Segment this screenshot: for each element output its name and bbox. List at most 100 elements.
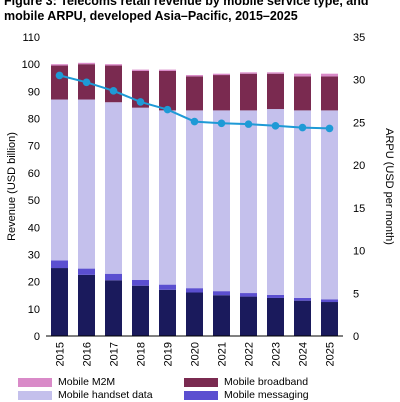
legend-label: Mobile handset data [58, 389, 153, 401]
y-right-tick-label: 10 [353, 246, 365, 258]
arpu-point [271, 122, 280, 130]
legend-item: Mobile messaging [184, 389, 309, 402]
bar-segment [294, 76, 311, 111]
chart-legend: Mobile M2M Mobile broadband Mobile hands… [0, 374, 400, 402]
bar-segment [186, 110, 203, 289]
bar-segment [240, 293, 257, 297]
x-tick-label: 2018 [136, 342, 148, 366]
bar-segment [186, 76, 203, 111]
bar-segment [213, 110, 230, 292]
x-tick-label: 2019 [163, 342, 175, 366]
axes-layer: 0102030405060708090100110051015202530352… [22, 32, 366, 366]
y-left-tick-label: 40 [28, 222, 40, 234]
legend-item: Mobile M2M [18, 376, 115, 389]
bar-segment [132, 107, 149, 281]
arpu-point [217, 119, 226, 128]
arpu-point [244, 120, 253, 128]
x-tick-label: 2021 [217, 342, 229, 366]
bar-segment [267, 72, 284, 74]
arpu-point [82, 78, 91, 87]
bar-segment [321, 302, 338, 336]
bar-segment [51, 64, 68, 66]
y-right-tick-label: 20 [353, 160, 365, 172]
bar-segment [78, 274, 95, 336]
bar-segment [132, 280, 149, 286]
bar-segment [294, 73, 311, 77]
bar-segment [267, 297, 284, 336]
bar-segment [240, 296, 257, 336]
bar-segment [105, 273, 122, 281]
legend-item: Mobile broadband [184, 376, 308, 389]
x-tick-label: 2020 [190, 342, 202, 366]
bar-segment [240, 110, 257, 294]
bar-segment [51, 260, 68, 269]
bar-segment [240, 72, 257, 74]
y-right-tick-label: 30 [353, 75, 365, 87]
bar-segment [159, 70, 176, 111]
y-left-tick-label: 110 [22, 32, 40, 44]
legend-swatch [18, 391, 52, 400]
bar-segment [105, 102, 122, 274]
arpu-point [109, 87, 118, 95]
y-axis-left-label: Revenue (USD billion) [6, 132, 18, 241]
x-tick-label: 2015 [55, 342, 67, 366]
legend-swatch [18, 378, 52, 387]
bar-segment [51, 65, 68, 100]
y-left-tick-label: 0 [34, 331, 40, 343]
bar-segment [78, 268, 95, 275]
bar-segment [321, 73, 338, 77]
y-right-tick-label: 5 [353, 288, 359, 300]
bar-segment [132, 69, 149, 71]
arpu-point [298, 123, 307, 132]
bar-segment [213, 295, 230, 336]
bar-segment [240, 73, 257, 111]
bar-segment [294, 300, 311, 336]
bar-segment [105, 65, 122, 103]
y-right-tick-label: 15 [353, 203, 365, 215]
x-tick-label: 2025 [325, 342, 337, 366]
bar-layer [51, 62, 338, 336]
bar-segment [105, 64, 122, 66]
bar-segment [321, 110, 338, 300]
bar-segment [186, 288, 203, 293]
legend-item: Mobile handset data [18, 389, 153, 402]
arpu-point [55, 71, 64, 80]
x-tick-label: 2024 [298, 342, 310, 366]
bar-segment [321, 76, 338, 111]
y-right-tick-label: 25 [353, 117, 365, 129]
y-right-tick-label: 35 [353, 32, 365, 44]
y-left-tick-label: 10 [28, 304, 40, 316]
y-right-tick-label: 0 [353, 331, 359, 343]
x-tick-label: 2017 [109, 342, 121, 366]
y-left-tick-label: 100 [22, 59, 40, 71]
y-left-tick-label: 20 [28, 277, 40, 289]
bar-segment [132, 70, 149, 108]
bar-segment [267, 109, 284, 295]
bar-segment [159, 284, 176, 290]
bar-segment [159, 110, 176, 285]
y-left-tick-label: 70 [28, 141, 40, 153]
bar-segment [294, 110, 311, 298]
y-left-tick-label: 30 [28, 249, 40, 261]
bar-segment [159, 289, 176, 336]
bar-segment [294, 297, 311, 301]
bar-segment [78, 99, 95, 269]
arpu-point [190, 117, 199, 126]
x-tick-label: 2016 [82, 342, 94, 366]
stacked-bar-chart: 0102030405060708090100110051015202530352… [6, 32, 395, 366]
arpu-point [325, 124, 334, 133]
bar-segment [78, 62, 95, 65]
bar-segment [186, 292, 203, 336]
x-tick-label: 2022 [244, 342, 256, 366]
bar-segment [213, 73, 230, 76]
bar-segment [105, 280, 122, 336]
y-left-tick-label: 90 [28, 86, 40, 98]
arpu-point [136, 98, 145, 106]
bar-segment [213, 75, 230, 111]
chart-title: Figure 3: Telecoms retail revenue by mob… [4, 0, 369, 23]
bar-segment [267, 73, 284, 110]
bar-segment [213, 291, 230, 296]
bar-segment [267, 294, 284, 298]
arpu-point [163, 105, 172, 114]
bar-segment [51, 99, 68, 261]
